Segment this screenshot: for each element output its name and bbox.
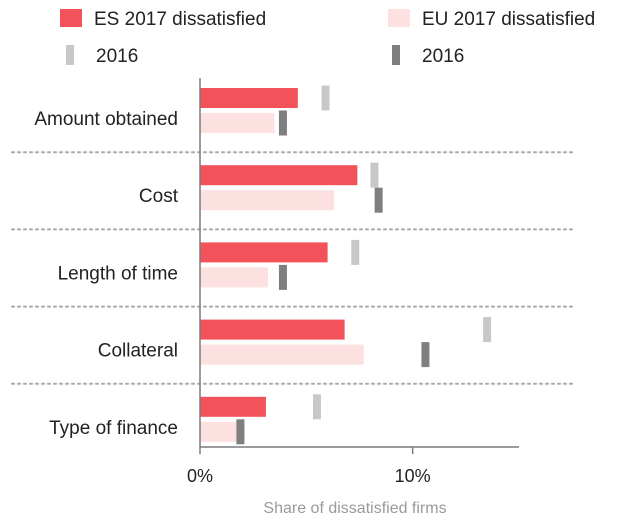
x-tick-label: 10% [395, 466, 431, 486]
marker-2016-es-length-of-time [351, 239, 360, 265]
marker-2016-eu-cost [374, 187, 383, 213]
legend-label-2016-es: 2016 [96, 46, 138, 67]
marker-2016-es-cost [370, 162, 379, 188]
legend-swatch-2016-es [66, 45, 74, 65]
x-axis-label: Share of dissatisfied firms [263, 500, 446, 517]
category-labels: Amount obtained Cost Length of time Collate… [34, 109, 178, 439]
bar-es-2017-dissatisfied-cost [200, 165, 358, 186]
bar-es-2017-dissatisfied-collateral [200, 319, 345, 340]
x-tick-label: 0% [187, 466, 213, 486]
marker-2016-es-amount-obtained [321, 85, 330, 111]
legend-swatch-eu-2017 [388, 9, 410, 27]
legend-swatch-es-2017 [60, 9, 82, 27]
marker-2016-eu-length-of-time [278, 264, 287, 290]
bar-eu-2017-dissatisfied-cost [200, 190, 334, 211]
legend: ES 2017 dissatisfied EU 2017 dissatisfied… [60, 9, 595, 67]
legend-label-es-2017: ES 2017 dissatisfied [94, 9, 266, 30]
markers-group [236, 85, 492, 445]
category-label-length-of-time: Length of time [58, 263, 178, 284]
category-label-amount-obtained: Amount obtained [34, 109, 178, 130]
bar-es-2017-dissatisfied-type-of-finance [200, 396, 266, 417]
category-label-collateral: Collateral [98, 341, 178, 362]
axes: 0% 10% [187, 78, 519, 486]
bar-es-2017-dissatisfied-length-of-time [200, 242, 328, 263]
bar-eu-2017-dissatisfied-collateral [200, 344, 364, 365]
marker-2016-eu-type-of-finance [236, 419, 245, 445]
legend-swatch-2016-eu [392, 45, 400, 65]
bars-group [200, 88, 364, 442]
marker-2016-eu-amount-obtained [278, 110, 287, 136]
marker-2016-es-collateral [483, 317, 492, 343]
category-label-cost: Cost [139, 186, 179, 207]
legend-label-2016-eu: 2016 [422, 46, 464, 67]
category-label-type-of-finance: Type of finance [49, 418, 178, 439]
bar-eu-2017-dissatisfied-type-of-finance [200, 421, 241, 442]
legend-label-eu-2017: EU 2017 dissatisfied [422, 9, 595, 30]
marker-2016-es-type-of-finance [312, 394, 321, 420]
bar-es-2017-dissatisfied-amount-obtained [200, 88, 298, 108]
marker-2016-eu-collateral [421, 342, 430, 368]
bar-eu-2017-dissatisfied-amount-obtained [200, 113, 275, 133]
bar-eu-2017-dissatisfied-length-of-time [200, 267, 269, 288]
